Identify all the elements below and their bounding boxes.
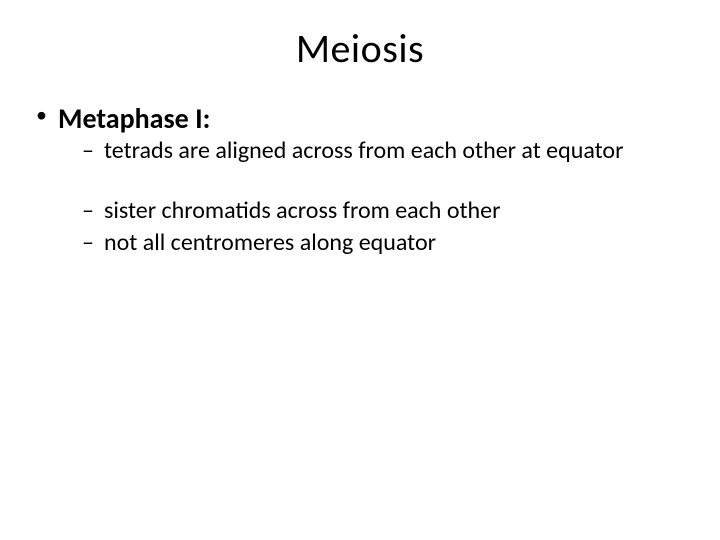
bullet1-label: Metaphase I: [58, 101, 210, 136]
bullet-list-level1: Metaphase I: tetrads are aligned across … [28, 101, 692, 258]
slide: Meiosis Metaphase I: tetrads are aligned… [0, 0, 720, 540]
list-item: Metaphase I: tetrads are aligned across … [36, 101, 692, 258]
list-item: sister chromatids across from each other [82, 196, 692, 226]
sub-item-text: tetrads are aligned across from each oth… [104, 136, 623, 165]
list-item: tetrads are aligned across from each oth… [82, 136, 692, 166]
spacer [58, 168, 692, 196]
sub-item-text: sister chromatids across from each other [104, 196, 500, 225]
bullet-list-level2: sister chromatids across from each other… [58, 196, 692, 258]
bullet-list-level2: tetrads are aligned across from each oth… [58, 136, 692, 166]
sub-item-text: not all centromeres along equator [104, 228, 436, 257]
slide-title: Meiosis [28, 24, 692, 73]
list-item: not all centromeres along equator [82, 228, 692, 258]
